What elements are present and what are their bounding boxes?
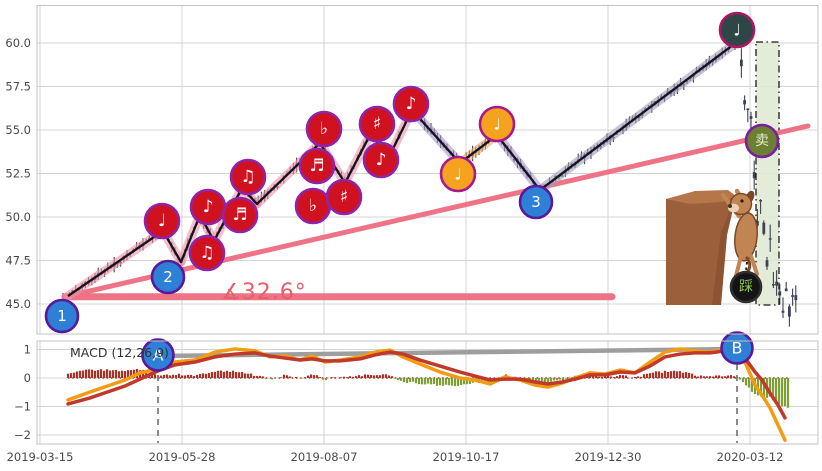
note-marker: ♭: [305, 110, 343, 148]
svg-text:♬: ♬: [232, 205, 247, 225]
svg-text:52.5: 52.5: [5, 167, 31, 181]
svg-text:踩: 踩: [739, 279, 753, 295]
svg-text:2019-10-17: 2019-10-17: [433, 450, 500, 464]
macd-label: MACD (12,26,9): [70, 345, 169, 360]
svg-text:♩: ♩: [158, 211, 166, 231]
svg-text:50.0: 50.0: [5, 210, 31, 224]
dog-cliff-illustration: [666, 188, 759, 305]
panel-borders: [36, 5, 819, 445]
note-marker: ♬: [298, 147, 336, 185]
svg-text:♪: ♪: [203, 197, 214, 217]
note-marker: ♫: [188, 234, 226, 272]
wave-point-1: 1: [44, 298, 80, 334]
highlight-band-fill: [756, 42, 779, 305]
note-marker: ♪: [362, 141, 400, 179]
note-marker: ♫: [229, 158, 267, 196]
svg-text:2019-08-07: 2019-08-07: [291, 450, 358, 464]
svg-text:47.5: 47.5: [5, 254, 31, 268]
svg-text:卖: 卖: [755, 133, 769, 149]
note-marker: ♯: [358, 105, 396, 143]
svg-text:♭: ♭: [309, 196, 317, 216]
svg-text:60.0: 60.0: [5, 36, 31, 50]
macd-point-B: B: [720, 331, 754, 365]
macd-point-A: A: [141, 338, 175, 372]
wave-point-2: 2: [150, 259, 186, 295]
note-marker: ♩: [143, 202, 181, 240]
note-marker: ♬: [221, 196, 259, 234]
svg-text:♫: ♫: [240, 167, 255, 187]
svg-text:55.0: 55.0: [5, 123, 31, 137]
svg-text:♯: ♯: [340, 187, 348, 207]
note-marker: ♪: [189, 188, 227, 226]
svg-text:3: 3: [531, 193, 541, 211]
svg-text:−2: −2: [14, 428, 31, 442]
svg-text:0: 0: [24, 371, 31, 385]
stomp-marker: 踩: [729, 270, 763, 304]
svg-text:♫: ♫: [199, 243, 214, 263]
svg-text:♬: ♬: [309, 156, 324, 176]
wave-point-3: 3: [518, 184, 554, 220]
svg-text:A: A: [153, 346, 164, 365]
svg-text:−1: −1: [14, 400, 31, 414]
svg-text:1: 1: [24, 343, 31, 357]
svg-text:♩: ♩: [493, 115, 501, 134]
svg-text:1: 1: [57, 307, 67, 325]
svg-text:2020-03-12: 2020-03-12: [717, 450, 784, 464]
svg-text:2019-03-15: 2019-03-15: [7, 450, 74, 464]
svg-text:2019-12-30: 2019-12-30: [575, 450, 642, 464]
sell-marker: 卖: [744, 123, 780, 159]
axis-tick-labels: 45.0 47.5 50.0 52.5 55.0 57.5 60.0 1 0 −1 −2 2019-0…: [5, 36, 783, 464]
note-marker: ♩: [478, 105, 516, 143]
note-marker: ♩: [439, 155, 477, 193]
svg-text:♩: ♩: [733, 21, 741, 40]
svg-text:2: 2: [163, 268, 173, 286]
trendline-and-angle: ∡32.6°: [61, 123, 811, 305]
svg-text:♪: ♪: [376, 150, 387, 170]
svg-text:♩: ♩: [454, 165, 462, 184]
svg-text:2019-05-28: 2019-05-28: [149, 450, 216, 464]
highlight-band-border: [755, 41, 780, 306]
svg-text:♭: ♭: [320, 119, 328, 139]
angle-annotation: ∡32.6°: [221, 280, 307, 305]
svg-text:57.5: 57.5: [5, 80, 31, 94]
note-marker: ♪: [392, 85, 430, 123]
svg-text:45.0: 45.0: [5, 297, 31, 311]
zigzag-overlay: [63, 37, 742, 301]
annotation-markers: 1 ♩ 2 ♪ ♫ ♬ ♫ ♭ ♬ ♭ ♯ ♯ ♪ ♪ ♩ ♩ 3 ♩ 卖踩: [44, 11, 780, 334]
svg-text:♪: ♪: [406, 94, 417, 114]
note-marker: ♯: [325, 178, 363, 216]
macd-panel: A B MACD (12,26,9): [66, 331, 790, 443]
note-marker: ♩: [718, 11, 756, 49]
svg-text:B: B: [732, 339, 743, 358]
note-marker: ♭: [294, 187, 332, 225]
svg-text:♯: ♯: [373, 114, 381, 134]
